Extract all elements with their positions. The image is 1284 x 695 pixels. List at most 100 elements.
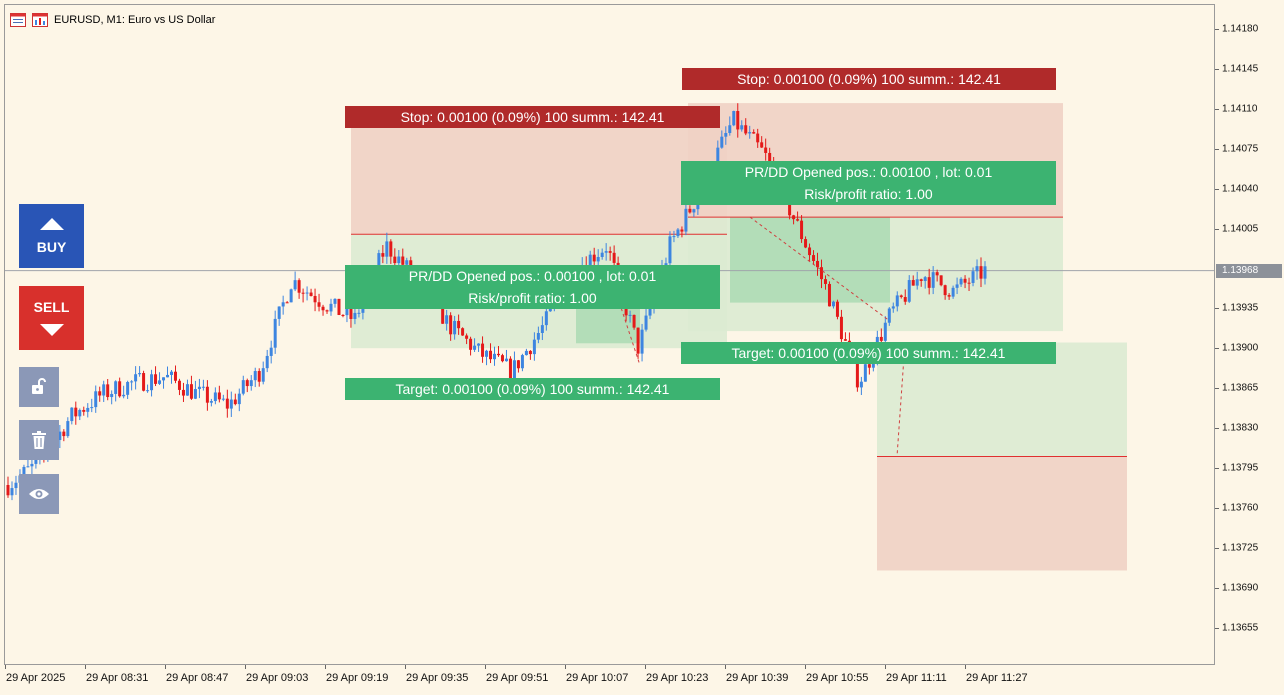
candle	[628, 314, 632, 316]
candle	[150, 374, 154, 391]
candle	[357, 312, 361, 314]
stop-label: Stop: 0.00100 (0.09%) 100 summ.: 142.41	[682, 68, 1056, 90]
candle	[385, 241, 389, 257]
candle	[353, 312, 357, 319]
candle	[760, 142, 764, 148]
price-tick	[1215, 29, 1219, 30]
price-tick	[1215, 348, 1219, 350]
prdd-label: PR/DD Opened pos.: 0.00100 , lot: 0.01 R…	[681, 161, 1056, 205]
candle	[720, 136, 724, 148]
time-axis-label: 29 Apr 09:19	[326, 672, 389, 684]
time-tick	[85, 665, 86, 669]
candle	[879, 336, 883, 341]
candle	[887, 308, 891, 323]
candle	[907, 280, 911, 302]
price-axis-label: 1.13760	[1222, 502, 1259, 514]
candle	[397, 256, 401, 264]
candle	[465, 335, 469, 339]
unlock-button[interactable]	[19, 367, 59, 407]
candle	[740, 125, 744, 130]
prdd-line-2: Risk/profit ratio: 1.00	[804, 186, 933, 202]
candle	[915, 279, 919, 286]
chart-header: EURUSD, M1: Euro vs US Dollar	[10, 11, 215, 29]
candle	[441, 300, 445, 324]
buy-button[interactable]: BUY	[19, 204, 84, 268]
candle	[983, 266, 987, 279]
candle	[680, 229, 684, 232]
candle	[859, 381, 863, 388]
candle	[301, 292, 305, 294]
candle	[317, 302, 321, 307]
candle	[162, 377, 166, 381]
candle	[963, 278, 967, 283]
candle	[177, 380, 181, 390]
time-axis-label: 29 Apr 2025	[6, 672, 66, 684]
candle	[540, 325, 544, 333]
price-tick	[1215, 148, 1219, 150]
candle	[337, 298, 341, 315]
price-tick	[1215, 547, 1219, 549]
candle	[229, 399, 233, 409]
candle	[309, 292, 313, 296]
candle	[752, 132, 756, 134]
candle	[524, 350, 528, 356]
time-tick	[405, 665, 406, 669]
candle	[66, 421, 70, 437]
chart-window-icon[interactable]	[32, 13, 48, 27]
prdd-label: PR/DD Opened pos.: 0.00100 , lot: 0.01 R…	[345, 265, 720, 309]
candle	[812, 255, 816, 261]
time-axis-label: 29 Apr 08:31	[86, 672, 149, 684]
candle	[461, 328, 465, 336]
candle	[600, 252, 604, 257]
candle	[305, 292, 309, 294]
sell-button[interactable]: SELL	[19, 286, 84, 350]
price-tick	[1215, 108, 1219, 110]
candle	[205, 386, 209, 403]
candle	[827, 283, 831, 307]
candle	[867, 364, 871, 368]
candle	[265, 355, 269, 369]
stop-label: Stop: 0.00100 (0.09%) 100 summ.: 142.41	[345, 106, 720, 128]
candle	[843, 339, 847, 341]
price-axis-label: 1.13830	[1222, 422, 1259, 434]
candle	[748, 132, 752, 134]
trade-path	[609, 273, 641, 366]
candle	[453, 320, 457, 335]
candle	[528, 350, 532, 355]
candle	[927, 277, 931, 288]
candle	[26, 466, 30, 468]
candle	[688, 208, 692, 213]
candle	[839, 316, 843, 340]
price-tick	[1215, 428, 1219, 429]
candle	[636, 327, 640, 354]
price-axis-label: 1.13725	[1222, 542, 1259, 554]
candle	[102, 384, 106, 396]
candle	[891, 306, 895, 309]
price-axis-label: 1.14180	[1222, 23, 1259, 35]
candle	[313, 295, 317, 303]
candle	[947, 295, 951, 297]
chart-list-icon[interactable]	[10, 13, 26, 27]
candle	[831, 301, 835, 307]
candle	[512, 360, 516, 379]
prdd-line-1: PR/DD Opened pos.: 0.00100 , lot: 0.01	[408, 268, 657, 284]
time-tick	[725, 665, 726, 669]
delete-button[interactable]	[19, 420, 59, 460]
candle	[333, 298, 337, 304]
candle	[241, 380, 245, 394]
candle	[640, 329, 644, 354]
candle	[449, 315, 453, 335]
candle	[477, 343, 481, 346]
price-axis-label: 1.14040	[1222, 183, 1259, 195]
price-axis-label: 1.14075	[1222, 143, 1259, 155]
candle	[648, 308, 652, 316]
candle	[154, 374, 158, 384]
candle	[237, 393, 241, 405]
visibility-button[interactable]	[19, 474, 59, 514]
candle	[469, 338, 473, 350]
candle	[931, 272, 935, 288]
candle	[138, 373, 142, 375]
candle	[217, 392, 221, 400]
